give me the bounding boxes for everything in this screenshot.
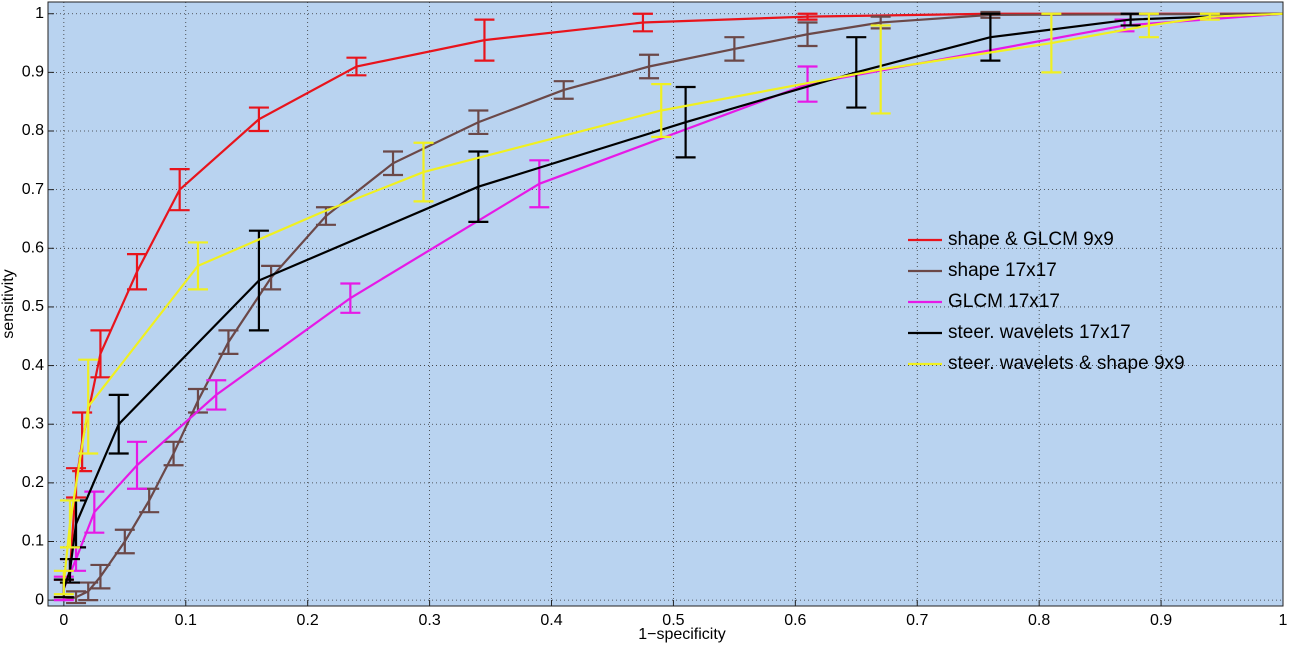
- x-tick-label: 0: [59, 612, 68, 629]
- error-bar: [651, 82, 672, 138]
- x-axis-label: 1−specificity: [638, 626, 726, 643]
- error-bar: [632, 12, 653, 33]
- x-tick-label: 1: [1279, 612, 1288, 629]
- x-tick-label: 0.5: [662, 612, 684, 629]
- error-bar: [84, 490, 105, 534]
- y-tick-label: 0.9: [22, 64, 44, 81]
- error-bar: [163, 440, 184, 467]
- error-bar: [126, 440, 147, 490]
- error-bar: [846, 36, 867, 109]
- x-tick-label: 0.1: [175, 612, 197, 629]
- error-bar: [1041, 12, 1062, 74]
- y-tick-label: 0.2: [22, 474, 44, 491]
- legend-label: GLCM 17x17: [948, 291, 1060, 312]
- error-bar: [383, 150, 404, 177]
- x-tick-label: 0.9: [1150, 612, 1172, 629]
- error-bar: [474, 18, 495, 62]
- error-bar: [169, 168, 190, 212]
- legend-label: shape 17x17: [948, 260, 1057, 281]
- y-axis-label: sensitivity: [0, 269, 17, 338]
- y-tick-label: 0.1: [22, 533, 44, 550]
- x-tick-label: 0.2: [297, 612, 319, 629]
- legend-label: steer. wavelets & shape 9x9: [948, 353, 1185, 374]
- legend-label: shape & GLCM 9x9: [948, 229, 1114, 250]
- error-bar: [797, 12, 818, 21]
- error-bar: [675, 85, 696, 159]
- error-bar: [413, 141, 434, 203]
- series-line: [62, 12, 1284, 589]
- error-bar: [59, 499, 80, 549]
- series-line: [63, 12, 1284, 602]
- error-bar: [187, 241, 208, 291]
- error-bar: [66, 590, 87, 605]
- error-bar: [797, 21, 818, 48]
- y-tick-label: 0.8: [22, 122, 44, 139]
- series-line: [62, 12, 1284, 583]
- error-bar: [53, 569, 74, 596]
- error-bar: [108, 393, 129, 455]
- y-tick-label: 0.5: [22, 298, 44, 315]
- x-tick-label: 0.3: [418, 612, 440, 629]
- y-tick-label: 0.7: [22, 181, 44, 198]
- error-bar: [248, 106, 269, 133]
- error-bar: [78, 581, 99, 602]
- x-tick-label: 0.4: [540, 612, 562, 629]
- error-bar: [639, 53, 660, 80]
- error-bar: [724, 36, 745, 62]
- error-bar: [346, 56, 367, 77]
- x-tick-label: 0.7: [906, 612, 928, 629]
- x-tick-label: 0.8: [1028, 612, 1050, 629]
- error-bar: [553, 80, 574, 100]
- error-bar: [340, 282, 361, 314]
- y-tick-label: 0.4: [22, 357, 44, 374]
- plot-background: [48, 2, 1283, 606]
- legend-label: steer. wavelets 17x17: [948, 322, 1131, 343]
- error-bar: [126, 253, 147, 291]
- y-tick-label: 0: [35, 591, 44, 608]
- error-bar: [90, 329, 111, 379]
- error-bar: [90, 563, 111, 590]
- y-tick-label: 0.3: [22, 415, 44, 432]
- error-bar: [468, 150, 489, 224]
- error-bar: [261, 264, 282, 291]
- error-bar: [114, 528, 135, 555]
- x-tick-label: 0.6: [784, 612, 806, 629]
- error-bar: [1138, 12, 1159, 39]
- error-bar: [1199, 12, 1220, 21]
- plot-frame: [47, 1, 1284, 607]
- error-bar: [218, 329, 239, 355]
- error-bar: [468, 109, 489, 136]
- error-bar: [1120, 12, 1141, 27]
- error-bar: [78, 358, 99, 455]
- error-bar: [870, 24, 891, 115]
- error-bar: [248, 229, 269, 332]
- y-tick-label: 0.6: [22, 240, 44, 257]
- y-tick-label: 1: [35, 5, 44, 22]
- error-bar: [206, 379, 227, 411]
